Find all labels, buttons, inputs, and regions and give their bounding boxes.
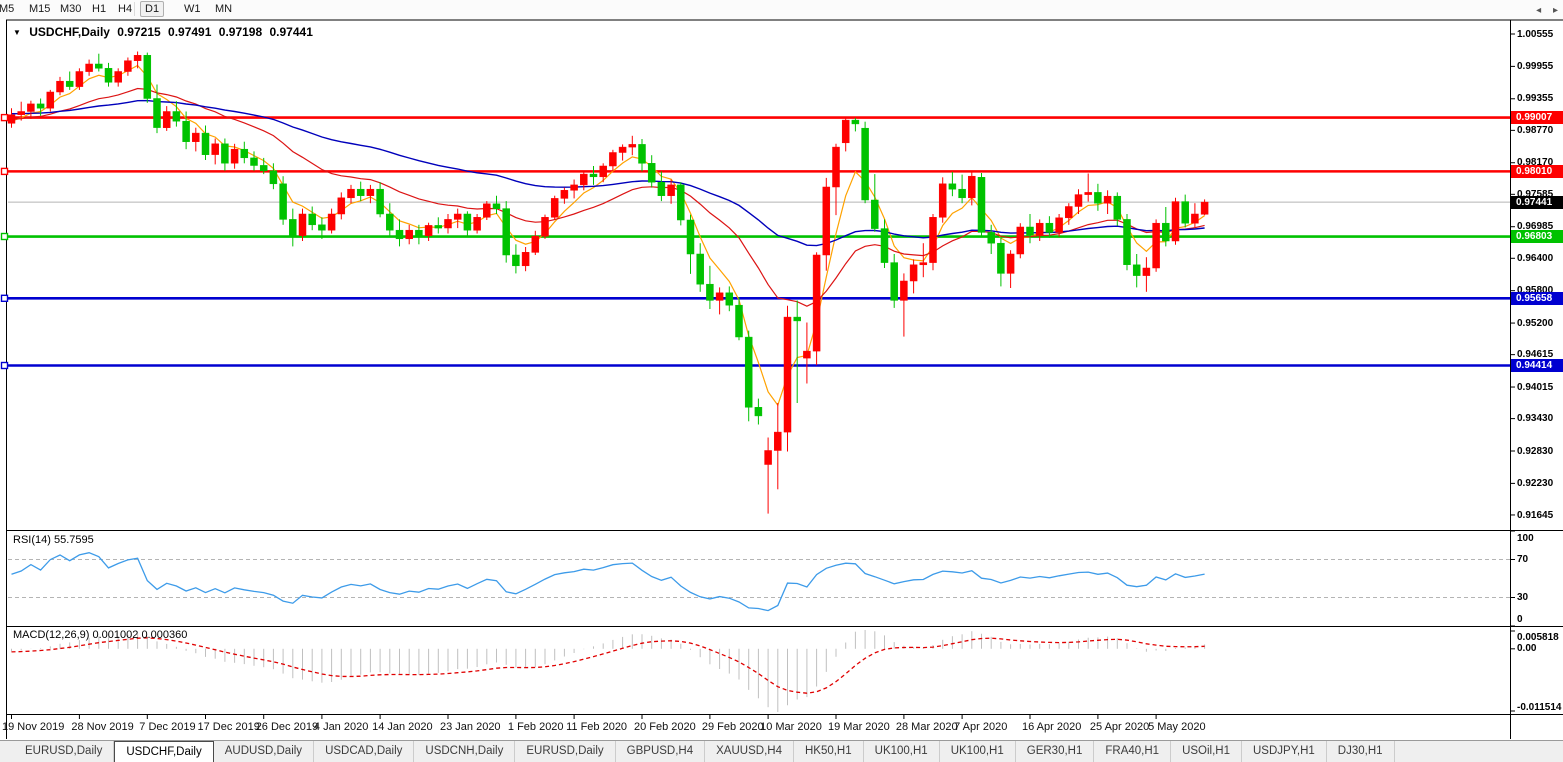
price-line-badge: 0.96803 (1511, 230, 1563, 243)
macd-level-label: -0.011514 (1517, 702, 1562, 713)
x-axis-date-label: 7 Apr 2020 (954, 721, 1008, 733)
current-price-badge: 0.97441 (1511, 195, 1563, 209)
chart-tab-USOil-H1[interactable]: USOil,H1 (1171, 741, 1242, 762)
y-axis-tick-label: 0.92830 (1517, 445, 1554, 457)
chart-tab-UK100-H1[interactable]: UK100,H1 (940, 741, 1016, 762)
tab-scroll-arrows: ◂ ▸ (1527, 5, 1558, 16)
timeframe-button-M5[interactable]: M5 (0, 3, 15, 15)
y-axis-tick-label: 1.00555 (1517, 28, 1554, 40)
y-axis-tick-label: 0.99355 (1517, 93, 1554, 105)
x-axis-date-label: 17 Dec 2019 (197, 721, 260, 733)
x-axis-date-label: 20 Feb 2020 (634, 721, 696, 733)
x-axis-date-label: 25 Apr 2020 (1089, 721, 1150, 733)
x-axis-date-label: 19 Mar 2020 (828, 721, 890, 733)
y-axis-tick-label: 0.95200 (1517, 317, 1554, 329)
x-axis-date-label: 5 May 2020 (1148, 721, 1206, 733)
chart-tab-XAUUSD-H4[interactable]: XAUUSD,H4 (705, 741, 794, 762)
price-line-badge: 0.98010 (1511, 164, 1563, 178)
macd-level-label: 0.00 (1517, 643, 1537, 655)
chart-tab-EURUSD-Daily[interactable]: EURUSD,Daily (14, 741, 115, 762)
rsi-level-label: 0 (1517, 614, 1523, 625)
timeframe-button-H1[interactable]: H1 (92, 3, 107, 15)
timeframe-button-MN[interactable]: MN (215, 3, 233, 15)
collapse-triangle-icon[interactable]: ▼ (13, 28, 21, 37)
timeframe-button-H4[interactable]: H4 (118, 3, 133, 15)
ohlc-high: 0.97491 (168, 25, 212, 39)
y-axis-tick-label: 0.93430 (1517, 413, 1554, 425)
rsi-level-label: 100 (1517, 533, 1534, 544)
price-line-badge: 0.94414 (1511, 359, 1563, 372)
x-axis-date-label: 1 Feb 2020 (507, 721, 564, 733)
y-axis-tick-label: 0.94615 (1517, 349, 1554, 361)
x-axis-date-label: 19 Nov 2019 (2, 721, 65, 733)
y-axis-tick-label: 0.92230 (1517, 477, 1554, 489)
y-axis-tick-label: 0.96985 (1517, 221, 1554, 233)
y-axis-tick-label: 0.91645 (1517, 509, 1554, 521)
chart-tab-USDJPY-H1[interactable]: USDJPY,H1 (1242, 741, 1327, 762)
chart-tab-USDCNH-Daily[interactable]: USDCNH,Daily (414, 741, 516, 762)
chart-tab-USDCHF-Daily[interactable]: USDCHF,Daily (114, 741, 214, 762)
price-line-badge: 0.95658 (1511, 291, 1563, 305)
rsi-indicator-label: RSI(14) 55.7595 (13, 534, 94, 546)
chart-tab-AUDUSD-Daily[interactable]: AUDUSD,Daily (214, 741, 315, 762)
x-axis-date-label: 11 Feb 2020 (566, 721, 628, 733)
timeframe-button-D1[interactable]: D1 (140, 1, 165, 17)
symbol-label: USDCHF,Daily (29, 25, 110, 39)
ohlc-close: 0.97441 (269, 25, 313, 39)
x-axis-date-label: 10 Mar 2020 (760, 721, 822, 733)
chart-tab-EURUSD-Daily[interactable]: EURUSD,Daily (515, 741, 616, 762)
chart-tab-DJ30-H1[interactable]: DJ30,H1 (1327, 741, 1395, 762)
y-axis-tick-label: 0.96400 (1517, 252, 1554, 264)
toolbar-separator (134, 2, 135, 16)
chart-tab-HK50-H1[interactable]: HK50,H1 (794, 741, 864, 762)
chart-tab-UK100-H1[interactable]: UK100,H1 (864, 741, 940, 762)
x-axis-date-label: 23 Jan 2020 (440, 721, 501, 733)
y-axis-tick-label: 0.95800 (1517, 285, 1554, 297)
y-axis-tick-label: 0.98170 (1517, 157, 1554, 169)
timeframe-toolbar: M5 M15 M30 H1 H4 D1 W1 MN (0, 0, 1563, 19)
rsi-level-label: 30 (1517, 592, 1529, 603)
macd-level-label: 0.005818 (1517, 632, 1559, 643)
x-axis-date-label: 29 Feb 2020 (701, 721, 764, 733)
timeframe-button-M15[interactable]: M15 (29, 3, 51, 15)
price-line-badge: 0.99007 (1511, 111, 1563, 125)
y-axis-tick-label: 0.99955 (1517, 60, 1554, 72)
ohlc-low: 0.97198 (218, 25, 263, 39)
macd-indicator-label: MACD(12,26,9) 0.001002 0.000360 (13, 629, 188, 641)
timeframe-button-M30[interactable]: M30 (60, 3, 82, 15)
y-axis-tick-label: 0.97585 (1517, 188, 1554, 200)
x-axis-date-label: 4 Jan 2020 (313, 721, 369, 733)
x-axis-date-label: 14 Jan 2020 (372, 721, 433, 733)
x-axis-date-label: 26 Dec 2019 (255, 721, 319, 733)
tab-scroll-left-icon[interactable]: ◂ (1536, 5, 1542, 16)
chart-tab-GER30-H1[interactable]: GER30,H1 (1016, 741, 1095, 762)
y-axis-tick-label: 0.98770 (1517, 124, 1554, 136)
x-axis-date-label: 28 Nov 2019 (71, 721, 134, 733)
tab-scroll-right-icon[interactable]: ▸ (1552, 5, 1558, 16)
x-axis-date-label: 16 Apr 2020 (1022, 721, 1082, 733)
timeframe-button-W1[interactable]: W1 (184, 3, 201, 15)
rsi-level-label: 70 (1517, 554, 1529, 565)
chart-tab-GBPUSD-H4[interactable]: GBPUSD,H4 (616, 741, 706, 762)
x-axis-date-label: 7 Dec 2019 (139, 721, 196, 733)
chart-tab-USDCAD-Daily[interactable]: USDCAD,Daily (314, 741, 415, 762)
ohlc-open: 0.97215 (117, 25, 161, 39)
chart-title: ▼ USDCHF,Daily 0.97215 0.97491 0.97198 0… (13, 25, 317, 39)
chart-tabs-bar: EURUSD,Daily USDCHF,Daily AUDUSD,Daily USDC… (0, 740, 1563, 762)
x-axis-date-label: 28 Mar 2020 (895, 721, 958, 733)
chart-tab-FRA40-H1[interactable]: FRA40,H1 (1094, 741, 1172, 762)
y-axis-tick-label: 0.94015 (1517, 381, 1554, 393)
